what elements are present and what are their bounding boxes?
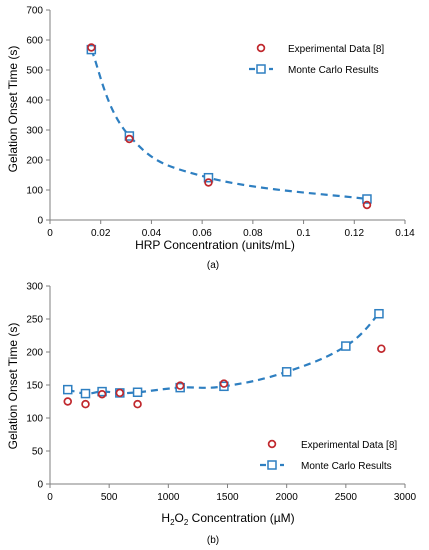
- y-axis-title-a: Gelation Onset Time (s): [6, 46, 20, 173]
- x-tick-label: 0.04: [142, 228, 162, 239]
- x-tick-label: 500: [101, 492, 118, 503]
- monte-carlo-point: [374, 308, 384, 319]
- legend-symbols-a: [249, 43, 273, 74]
- legend-label-monte-carlo-a: Monte Carlo Results: [288, 65, 379, 76]
- x-axis-title-b: H2O2 Concentration (µM): [161, 511, 294, 527]
- legend-symbols-b: [260, 439, 284, 470]
- legend-label-experimental-b: Experimental Data [8]: [301, 440, 397, 451]
- legend-a: Experimental Data [8] Monte Carlo Result…: [241, 41, 401, 83]
- chart-panel-b: 0 500 1000 1500 2000 2500 3000 0 50 100 150 200 250 3…: [6, 282, 417, 547]
- legend-marker-experimental: [256, 43, 266, 53]
- x-tick-label: 2000: [276, 492, 299, 503]
- legend-marker-experimental: [267, 439, 277, 449]
- chart-panel-a: 0 0.02 0.04 0.06 0.08 0.1 0.12 0.14 0 100 200 300 40…: [6, 6, 415, 272]
- y-tick-label: 200: [26, 156, 43, 167]
- y-tick-label: 250: [26, 315, 43, 326]
- x-tick-label: 0.06: [192, 228, 212, 239]
- x-axis-title-a: HRP Concentration (units/mL): [135, 238, 295, 252]
- legend-label-experimental-a: Experimental Data [8]: [288, 44, 384, 55]
- monte-carlo-series-line: [90, 49, 368, 201]
- monte-carlo-point: [63, 384, 73, 395]
- y-tick-label: 500: [26, 66, 43, 77]
- panel-label-a: (a): [207, 260, 219, 271]
- y-tick-label: 300: [26, 126, 43, 137]
- experimental-point: [115, 388, 125, 398]
- x-tick-label: 1000: [157, 492, 180, 503]
- y-tick-label: 0: [37, 216, 43, 227]
- x-tick-label: 0.14: [395, 228, 415, 239]
- experimental-point: [97, 389, 107, 399]
- x-tick-label: 0: [47, 492, 53, 503]
- monte-carlo-point: [362, 194, 372, 204]
- monte-carlo-point: [281, 367, 292, 377]
- y-axis-title-b: Gelation Onset Time (s): [6, 323, 20, 450]
- y-tick-label: 50: [32, 447, 44, 458]
- legend-marker-monte-carlo: [267, 460, 277, 470]
- axes-b: [46, 285, 406, 488]
- experimental-point: [133, 399, 142, 409]
- x-tick-label: 3000: [394, 492, 417, 503]
- experimental-point: [87, 43, 96, 52]
- y-tick-label: 700: [26, 6, 43, 17]
- experimental-point: [125, 134, 134, 144]
- monte-carlo-point: [86, 44, 97, 55]
- experimental-point: [81, 399, 90, 409]
- experimental-point: [219, 379, 229, 388]
- plot-area-b: [63, 308, 386, 409]
- panel-label-b: (b): [207, 535, 219, 546]
- x-tick-label: 1500: [216, 492, 239, 503]
- legend-b: Experimental Data [8] Monte Carlo Result…: [252, 437, 402, 479]
- y-tick-label: 100: [26, 186, 43, 197]
- monte-carlo-point: [80, 388, 91, 399]
- monte-carlo-point: [175, 382, 185, 393]
- x-tick-label: 2500: [335, 492, 358, 503]
- plot-area-a: [86, 43, 372, 210]
- monte-carlo-point: [132, 387, 143, 398]
- monte-carlo-point: [341, 341, 351, 351]
- experimental-point: [377, 344, 386, 353]
- x-tick-label: 0.1: [297, 228, 311, 239]
- x-tick-label: 0.08: [243, 228, 263, 239]
- experimental-point: [204, 178, 213, 187]
- legend-marker-monte-carlo: [256, 64, 266, 74]
- tick-labels-a: 0 0.02 0.04 0.06 0.08 0.1 0.12 0.14 0 100 200 300 40…: [26, 6, 415, 240]
- x-tick-label: 0.12: [345, 228, 365, 239]
- experimental-point: [175, 381, 185, 390]
- legend-label-monte-carlo-b: Monte Carlo Results: [301, 461, 392, 472]
- x-tick-label: 0: [47, 228, 53, 239]
- tick-labels-b: 0 500 1000 1500 2000 2500 3000 0 50 100 150 200 250 3…: [26, 282, 416, 504]
- experimental-point: [63, 397, 72, 406]
- x-tick-label: 0.02: [91, 228, 111, 239]
- y-tick-label: 400: [26, 96, 43, 107]
- axes-a: [46, 9, 406, 224]
- y-tick-label: 100: [26, 414, 43, 425]
- y-tick-label: 600: [26, 36, 43, 47]
- y-tick-label: 200: [26, 348, 43, 359]
- y-tick-label: 0: [37, 480, 43, 491]
- monte-carlo-point: [203, 172, 214, 183]
- y-tick-label: 300: [26, 282, 43, 293]
- experimental-point: [362, 200, 372, 210]
- y-tick-label: 150: [26, 381, 43, 392]
- monte-carlo-series-line: [67, 312, 380, 395]
